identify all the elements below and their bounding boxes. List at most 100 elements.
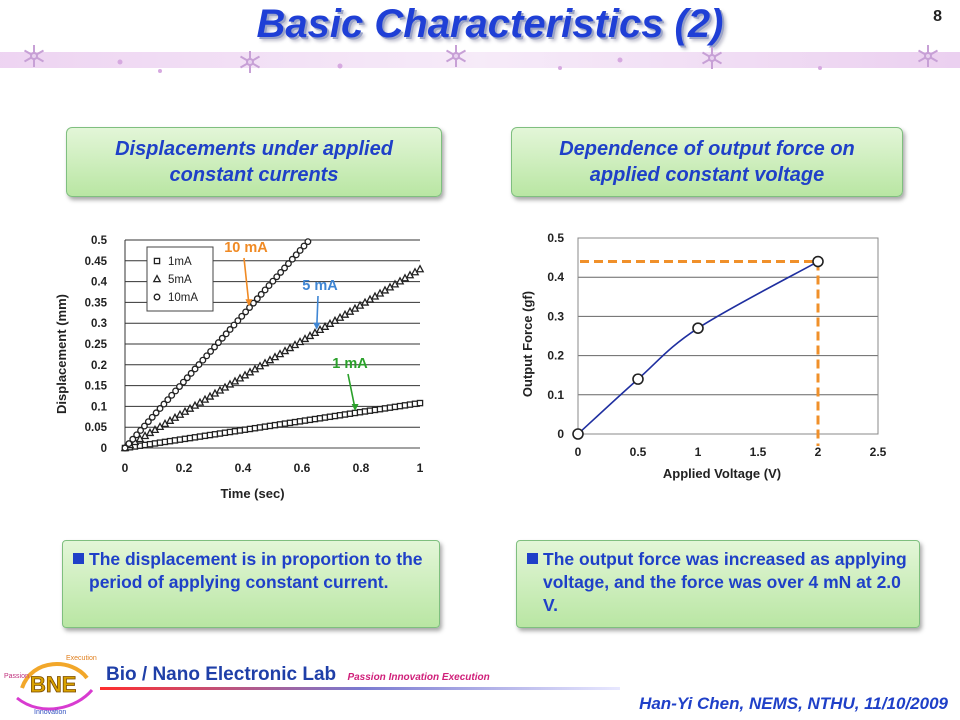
left-y-tick-label: 0.35 xyxy=(85,297,108,309)
data-point-10mA xyxy=(137,426,145,434)
force-data-point xyxy=(812,255,824,268)
bne-logo: BNE Passion Innovation Execution xyxy=(4,655,97,716)
callout-arrowhead-10mA xyxy=(245,299,253,307)
right-chart-grid xyxy=(577,237,879,435)
left-y-tick-label: 0.5 xyxy=(91,235,108,247)
right-y-tick-label: 0.3 xyxy=(547,309,564,323)
left-x-tick-label: 1 xyxy=(417,461,424,475)
right-heading-line2: applied constant voltage xyxy=(589,164,825,186)
data-point-10mA xyxy=(176,383,183,390)
force-chart: 0 0.1 0.2 0.3 0.4 0.5 0 0.5 1 1.5 2 2.5 Applied Vo… xyxy=(520,231,887,481)
data-point-10mA xyxy=(172,387,180,395)
force-data-point xyxy=(632,373,644,385)
callout-label-5mA: 5 mA xyxy=(302,278,338,294)
left-x-tick-label: 0.4 xyxy=(235,461,252,475)
left-y-tick-label: 0.3 xyxy=(91,318,107,330)
left-note-text: The displacement is in proportion to the… xyxy=(89,549,423,592)
left-y-tick-label: 0.15 xyxy=(85,381,108,393)
page-number: 8 xyxy=(933,8,942,25)
data-point-10mA xyxy=(253,295,261,303)
right-chart-series xyxy=(572,255,824,440)
legend-label-1mA: 1mA xyxy=(168,256,192,268)
data-point-10mA xyxy=(288,255,296,263)
data-point-10mA xyxy=(207,347,215,355)
left-x-tick-label: 0.8 xyxy=(353,461,370,475)
callout-label-10mA: 10 mA xyxy=(224,240,268,256)
legend-marker-10mA xyxy=(153,293,161,301)
left-x-tick-label: 0.6 xyxy=(294,461,311,475)
right-panel-heading: Dependence of output force on applied co… xyxy=(511,127,903,197)
left-y-axis-label: Displacement (mm) xyxy=(54,294,69,414)
data-point-10mA xyxy=(179,378,187,386)
data-point-10mA xyxy=(125,440,133,448)
right-y-tick-labels: 0 0.1 0.2 0.3 0.4 0.5 xyxy=(547,231,564,441)
left-x-tick-label: 0 xyxy=(122,461,129,475)
data-point-10mA xyxy=(156,405,164,412)
right-x-tick-label: 2 xyxy=(815,445,822,459)
left-chart-series xyxy=(120,238,425,452)
data-point-10mA xyxy=(203,352,211,360)
bullet-square-icon xyxy=(527,553,538,564)
right-panel-note: The output force was increased as applyi… xyxy=(516,540,920,628)
right-x-tick-label: 1.5 xyxy=(750,445,767,459)
right-y-tick-label: 0 xyxy=(557,427,564,441)
bullet-square-icon xyxy=(73,553,84,564)
left-panel-heading: Displacements under applied constant cur… xyxy=(66,127,442,197)
data-point-10mA xyxy=(242,308,250,316)
series-10mA xyxy=(121,238,312,452)
data-point-10mA xyxy=(141,422,148,430)
right-chart-guide-lines xyxy=(580,260,820,446)
data-point-10mA xyxy=(277,268,285,276)
left-chart-callouts: 1 mA 5 mA 10 mA xyxy=(224,240,368,411)
right-x-tick-labels: 0 0.5 1 1.5 2 2.5 xyxy=(575,445,887,459)
data-point-10mA xyxy=(273,273,281,281)
right-x-axis-label: Applied Voltage (V) xyxy=(663,466,781,481)
callout-arrowhead-5mA xyxy=(313,322,321,330)
data-point-10mA xyxy=(214,339,222,347)
legend-label-5mA: 5mA xyxy=(168,274,192,286)
data-point-10mA xyxy=(234,317,242,325)
callout-arrow-10mA xyxy=(243,257,250,305)
data-point-10mA xyxy=(152,409,160,417)
data-point-10mA xyxy=(281,264,289,272)
left-y-tick-label: 0 xyxy=(101,443,107,455)
callout-arrow-1mA xyxy=(347,373,356,410)
right-x-tick-label: 0 xyxy=(575,445,582,459)
left-x-axis-label: Time (sec) xyxy=(220,486,284,501)
callout-label-1mA: 1 mA xyxy=(332,356,368,372)
callout-arrow-5mA xyxy=(315,295,319,328)
data-point-10mA xyxy=(195,361,203,369)
left-y-tick-labels: 0 0.05 0.1 0.15 0.2 0.25 0.3 0.35 0.4 0.45 0.5 xyxy=(85,235,108,455)
legend-marker-1mA xyxy=(153,257,161,265)
data-point-10mA xyxy=(284,260,292,268)
left-x-tick-label: 0.2 xyxy=(176,461,193,475)
data-point-10mA xyxy=(129,435,137,443)
left-y-tick-label: 0.45 xyxy=(85,256,108,268)
right-y-tick-label: 0.4 xyxy=(547,270,564,284)
displacement-chart: 0 0.05 0.1 0.15 0.2 0.25 0.3 0.35 0.4 0.45 0.5 0 0.… xyxy=(54,235,425,501)
data-point-10mA xyxy=(300,242,308,250)
left-y-tick-label: 0.2 xyxy=(91,360,107,372)
lab-tagline: Passion Innovation Execution xyxy=(347,672,490,683)
author-line: Han-Yi Chen, NEMS, NTHU, 11/10/2009 xyxy=(639,694,948,713)
lab-name-main: Electronic Lab xyxy=(205,664,337,685)
badge-word-passion: Passion xyxy=(4,673,29,680)
data-point-1mA xyxy=(416,399,424,407)
left-y-tick-label: 0.25 xyxy=(85,339,108,351)
right-x-tick-label: 1 xyxy=(695,445,702,459)
force-data-point xyxy=(572,428,584,440)
data-point-5mA xyxy=(415,264,425,273)
data-point-10mA xyxy=(304,238,312,246)
right-plot-frame xyxy=(577,237,879,435)
series-1mA xyxy=(121,399,424,452)
left-heading-line2: constant currents xyxy=(169,164,339,186)
right-x-tick-label: 2.5 xyxy=(870,445,887,459)
callout-arrowhead-1mA xyxy=(351,403,359,411)
data-point-10mA xyxy=(183,374,191,382)
data-point-10mA xyxy=(164,396,172,404)
right-note-text: The output force was increased as applyi… xyxy=(543,549,907,615)
left-y-tick-label: 0.1 xyxy=(91,401,108,413)
data-point-10mA xyxy=(218,334,226,342)
data-point-10mA xyxy=(148,413,156,421)
left-y-tick-label: 0.4 xyxy=(91,277,108,289)
